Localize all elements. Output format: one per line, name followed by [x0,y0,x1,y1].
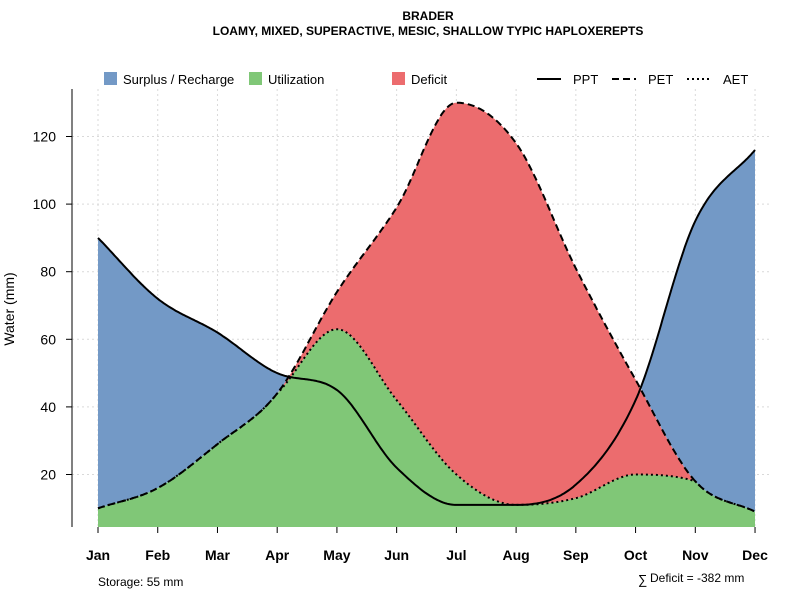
y-tick-label-120: 120 [33,129,57,145]
legend-label-utilization: Utilization [268,72,324,87]
chart-subtitle: LOAMY, MIXED, SUPERACTIVE, MESIC, SHALLO… [213,24,644,38]
sum-symbol: ∑ [638,572,647,587]
legend-label-surplus: Surplus / Recharge [123,72,234,87]
x-tick-label-dec: Dec [742,547,768,563]
surplus-area-2 [641,150,755,512]
y-tick-label-80: 80 [40,264,56,280]
area-layer [98,102,755,527]
line-layer [97,101,756,513]
legend-label-pet: PET [648,72,673,87]
x-tick-label-jul: Jul [446,547,466,563]
storage-annotation: Storage: 55 mm [98,575,183,589]
legend-swatch-surplus [104,72,117,85]
x-tick-label-apr: Apr [265,547,290,563]
x-tick-label-may: May [323,547,350,563]
y-tick-label-100: 100 [33,196,57,212]
legend: Surplus / Recharge Utilization Deficit P… [104,72,748,87]
legend-label-aet: AET [723,72,748,87]
surplus-area-1 [98,237,288,509]
x-tick-label-feb: Feb [145,547,170,563]
pet-line [97,101,756,513]
chart-title: BRADER [402,9,454,23]
utilization-area [98,329,755,527]
x-tick-label-nov: Nov [682,547,709,563]
y-tick-label-40: 40 [40,399,56,415]
y-tick-label-20: 20 [40,467,56,483]
legend-label-deficit: Deficit [411,72,448,87]
deficit-annotation: Deficit = -382 mm [650,571,744,585]
x-tick-label-oct: Oct [624,547,648,563]
x-tick-label-mar: Mar [205,547,230,563]
ppt-line [97,149,756,506]
aet-line [97,328,756,513]
y-axis-ticks: 20 40 60 80 100 120 [33,129,72,483]
y-tick-label-60: 60 [40,331,56,347]
legend-swatch-utilization [249,72,262,85]
x-axis-ticks: Jan Feb Mar Apr May Jun Jul Aug Sep Oct Nov Dec [86,527,768,563]
x-tick-label-jun: Jun [384,547,409,563]
y-axis-label: Water (mm) [1,272,17,345]
x-tick-label-sep: Sep [563,547,589,563]
deficit-area [98,102,755,512]
x-tick-label-aug: Aug [503,547,530,563]
x-tick-label-jan: Jan [86,547,110,563]
legend-label-ppt: PPT [573,72,598,87]
legend-swatch-deficit [392,72,405,85]
